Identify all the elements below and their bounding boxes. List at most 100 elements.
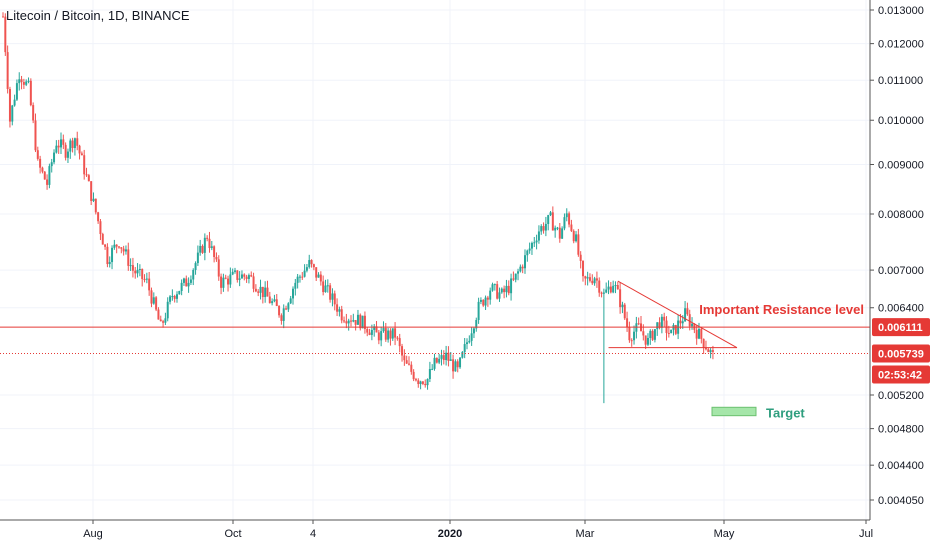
candle (240, 270, 243, 279)
candle-body (380, 331, 383, 341)
candle-body (301, 276, 304, 278)
candle-body (607, 286, 610, 290)
candle (366, 327, 369, 337)
candle-body (667, 332, 670, 334)
candle-body (266, 287, 269, 297)
candle (447, 346, 450, 367)
candle-body (565, 213, 568, 218)
candle (13, 94, 16, 107)
candle (419, 380, 422, 390)
candle (656, 322, 659, 336)
candle-body (702, 338, 705, 348)
candle-body (187, 282, 190, 287)
target-zone[interactable] (711, 406, 757, 417)
drawing-annotations[interactable]: Important Resistance level Target (0, 280, 870, 420)
candle (452, 354, 455, 379)
candle-body (85, 174, 88, 176)
candle-body (48, 166, 51, 185)
candle-body (575, 234, 578, 242)
candle-body (526, 250, 529, 256)
candle (637, 317, 640, 326)
candle-body (206, 237, 209, 239)
candle (60, 132, 62, 154)
candle (113, 239, 116, 250)
candle-body (486, 297, 489, 300)
price-axis[interactable]: 0.013000 0.012000 0.011000 0.010000 0.009000… (869, 0, 924, 520)
candle (507, 280, 510, 296)
candle (57, 139, 60, 154)
candle (22, 78, 25, 89)
time-axis[interactable]: Aug Oct 4 2020 Mar May Jul (0, 519, 873, 540)
candle (196, 245, 199, 266)
candle-body (500, 288, 503, 293)
candle-body (593, 278, 596, 284)
candle (577, 228, 580, 257)
candle-body (412, 371, 415, 380)
candle (588, 273, 591, 283)
candle-body (41, 167, 44, 172)
candle (431, 364, 434, 371)
candle (29, 78, 32, 107)
candle-body (264, 287, 267, 298)
candle (466, 338, 468, 350)
resistance-price-tag-text: 0.006111 (878, 322, 923, 334)
candle-body (141, 268, 144, 280)
candle-body (711, 350, 714, 352)
candle (584, 275, 587, 286)
candle-body (6, 52, 9, 89)
candle (319, 271, 322, 286)
triangle-upper-line[interactable] (617, 280, 738, 349)
candle-body (148, 278, 151, 291)
candle-body (124, 249, 127, 252)
candle (428, 361, 431, 383)
candle-body (312, 264, 315, 268)
candle (512, 271, 515, 282)
candle (64, 142, 67, 161)
candle (343, 316, 346, 324)
candle (435, 357, 438, 364)
candle-body (507, 285, 510, 294)
candle-body (131, 265, 134, 271)
candle (247, 273, 250, 284)
candle-body (315, 267, 318, 278)
candle (380, 326, 383, 347)
candle-body (586, 277, 589, 279)
price-tick-label: 0.004800 (878, 424, 924, 436)
candle-body (345, 321, 348, 324)
candle (593, 276, 596, 286)
candle-body (305, 267, 308, 271)
candle-body (322, 281, 325, 293)
candle-body (370, 329, 373, 335)
candle (414, 377, 417, 382)
candle-body (83, 155, 86, 175)
candle-body (354, 320, 357, 325)
candle (97, 211, 100, 224)
candle (252, 272, 255, 293)
candle (8, 86, 11, 128)
candle-body (658, 322, 661, 328)
candle (87, 173, 90, 182)
candle-body (20, 79, 23, 83)
candle-body (32, 105, 35, 121)
candle-body (463, 344, 466, 353)
candle (41, 166, 44, 174)
candle-body (377, 332, 380, 341)
candle-body (252, 276, 255, 289)
candle (296, 273, 299, 289)
candle (231, 268, 234, 276)
candle (178, 290, 181, 295)
candle (55, 140, 58, 154)
candle (579, 251, 582, 269)
candle (503, 285, 506, 299)
candle-body (570, 224, 573, 231)
candle-body (614, 285, 617, 287)
candle-body (4, 16, 7, 53)
candle-body (122, 248, 125, 252)
candle (547, 214, 550, 231)
candle (472, 326, 475, 339)
time-tick-label: 2020 (438, 528, 462, 540)
candle-body (352, 320, 355, 322)
candle (271, 298, 274, 306)
candle (199, 239, 202, 256)
